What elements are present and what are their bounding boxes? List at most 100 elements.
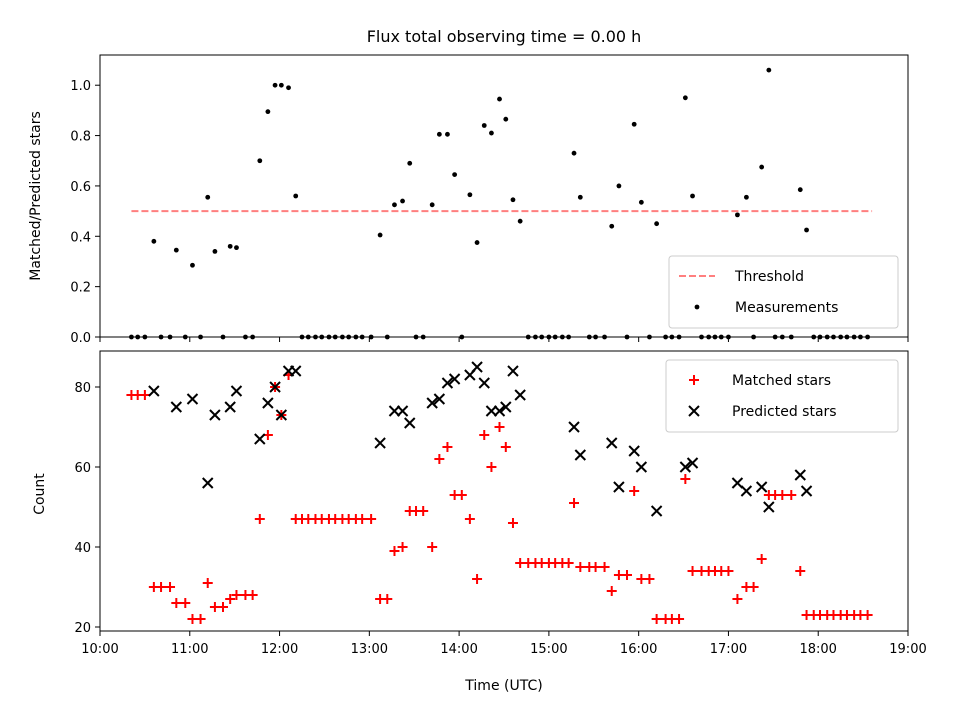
y-tick-label: 60 (74, 461, 91, 476)
predicted-star-point (441, 377, 454, 389)
x-axis-label: Time (UTC) (464, 678, 542, 694)
legend-label: Predicted stars (732, 404, 837, 420)
predicted-star-point (763, 501, 775, 513)
matched-star-point (418, 506, 429, 516)
matched-star-point (254, 514, 265, 524)
matched-star-point (357, 514, 368, 524)
measurement-point (293, 193, 299, 199)
measurement-point (234, 245, 239, 251)
predicted-star-point (202, 477, 214, 489)
predicted-star-point (230, 385, 243, 397)
predicted-star-point (478, 377, 490, 389)
measurement-point (631, 121, 637, 127)
measurement-point (682, 95, 688, 101)
measurement-point (609, 223, 615, 229)
x-tick-label: 15:00 (530, 642, 567, 657)
y-tick-label: 20 (74, 621, 91, 636)
matched-star-point (366, 514, 377, 524)
top-y-axis-label: Matched/Predicted stars (28, 111, 44, 281)
predicted-star-point (269, 381, 281, 393)
predicted-star-point (635, 461, 648, 473)
measurement-point (690, 193, 695, 199)
matched-star-point (680, 474, 691, 484)
y-tick-label: 1.0 (70, 79, 91, 94)
matched-star-point (472, 574, 483, 584)
matched-star-point (756, 554, 767, 564)
predicted-star-point (224, 401, 236, 413)
x-tick-label: 19:00 (889, 642, 926, 657)
y-tick-label: 0.2 (70, 281, 91, 296)
matched-star-point (748, 582, 759, 592)
legend: Matched stars Predicted stars (665, 359, 899, 433)
bottom-panel: 10:00 11:00 12:00 13:00 14:00 15:00 16:00 17:00… (74, 350, 927, 657)
predicted-star-point (493, 405, 506, 417)
matched-star-point (225, 594, 236, 604)
predicted-star-point (471, 361, 483, 373)
y-tick-label: 0.0 (70, 331, 91, 346)
y-tick-label: 80 (74, 381, 91, 396)
legend-matched-swatch (689, 375, 699, 385)
measurement-point (257, 158, 263, 164)
measurement-point (173, 247, 179, 253)
matched-star-point (486, 462, 497, 472)
x-tick-label: 14:00 (440, 642, 477, 657)
measurement-point (474, 240, 480, 245)
plot-frame (99, 350, 909, 632)
measurement-point (517, 218, 523, 224)
legend-predicted-swatch (688, 405, 700, 417)
predicted-star-point (374, 437, 386, 449)
predicted-star-point (507, 365, 519, 377)
matched-star-point (575, 562, 586, 572)
predicted-star-point (404, 417, 416, 429)
matched-star-point (569, 498, 580, 508)
predicted-star-point (568, 421, 580, 433)
measurement-point (445, 131, 450, 137)
measurement-point (654, 221, 660, 227)
measurement-point (744, 194, 749, 200)
matched-star-point (397, 542, 408, 552)
matched-star-point (606, 586, 617, 596)
matched-star-point (464, 514, 475, 524)
y-tick-label: 0.6 (70, 180, 91, 195)
matched-star-point (247, 590, 258, 600)
predicted-star-point (606, 437, 618, 449)
predicted-star-point (500, 401, 512, 413)
matched-star-point (629, 486, 640, 496)
predicted-star-point (186, 393, 199, 405)
matched-star-point (442, 442, 453, 452)
measurement-point (227, 243, 233, 249)
measurement-point (489, 130, 494, 136)
measurement-point (278, 82, 284, 88)
matched-star-point (777, 490, 788, 500)
measurement-point (497, 96, 502, 102)
matched-star-point (195, 614, 206, 624)
legend-box (665, 359, 899, 433)
matched-star-point (180, 598, 191, 608)
predicted-star-point (426, 397, 438, 409)
x-tick-label: 10:00 (81, 642, 118, 657)
predicted-star-point (396, 405, 409, 417)
legend-label: Matched stars (732, 373, 831, 389)
measurement-point (577, 194, 583, 200)
predicted-star-point (613, 481, 625, 493)
measurement-point (400, 198, 405, 204)
matched-star-point (795, 566, 806, 576)
matched-star-point (732, 594, 743, 604)
matched-star-point (139, 390, 150, 400)
predicted-star-point (254, 433, 266, 445)
measurement-point (481, 123, 487, 128)
x-tick-label: 13:00 (351, 642, 388, 657)
predicted-star-point (574, 449, 587, 461)
top-panel: 0.0 0.2 0.4 0.6 0.8 1.0 Threshold Measurements (70, 54, 909, 346)
x-tick-label: 11:00 (171, 642, 208, 657)
legend-label: Measurements (735, 300, 838, 316)
legend-measurement-swatch (694, 304, 700, 310)
predicted-star-point (686, 457, 699, 469)
measurement-point (638, 199, 644, 205)
measurement-point (429, 202, 435, 208)
matched-star-point (382, 594, 393, 604)
matched-star-point (651, 614, 662, 624)
bottom-y-axis-label: Count (32, 473, 48, 515)
matched-star-point (563, 558, 574, 568)
